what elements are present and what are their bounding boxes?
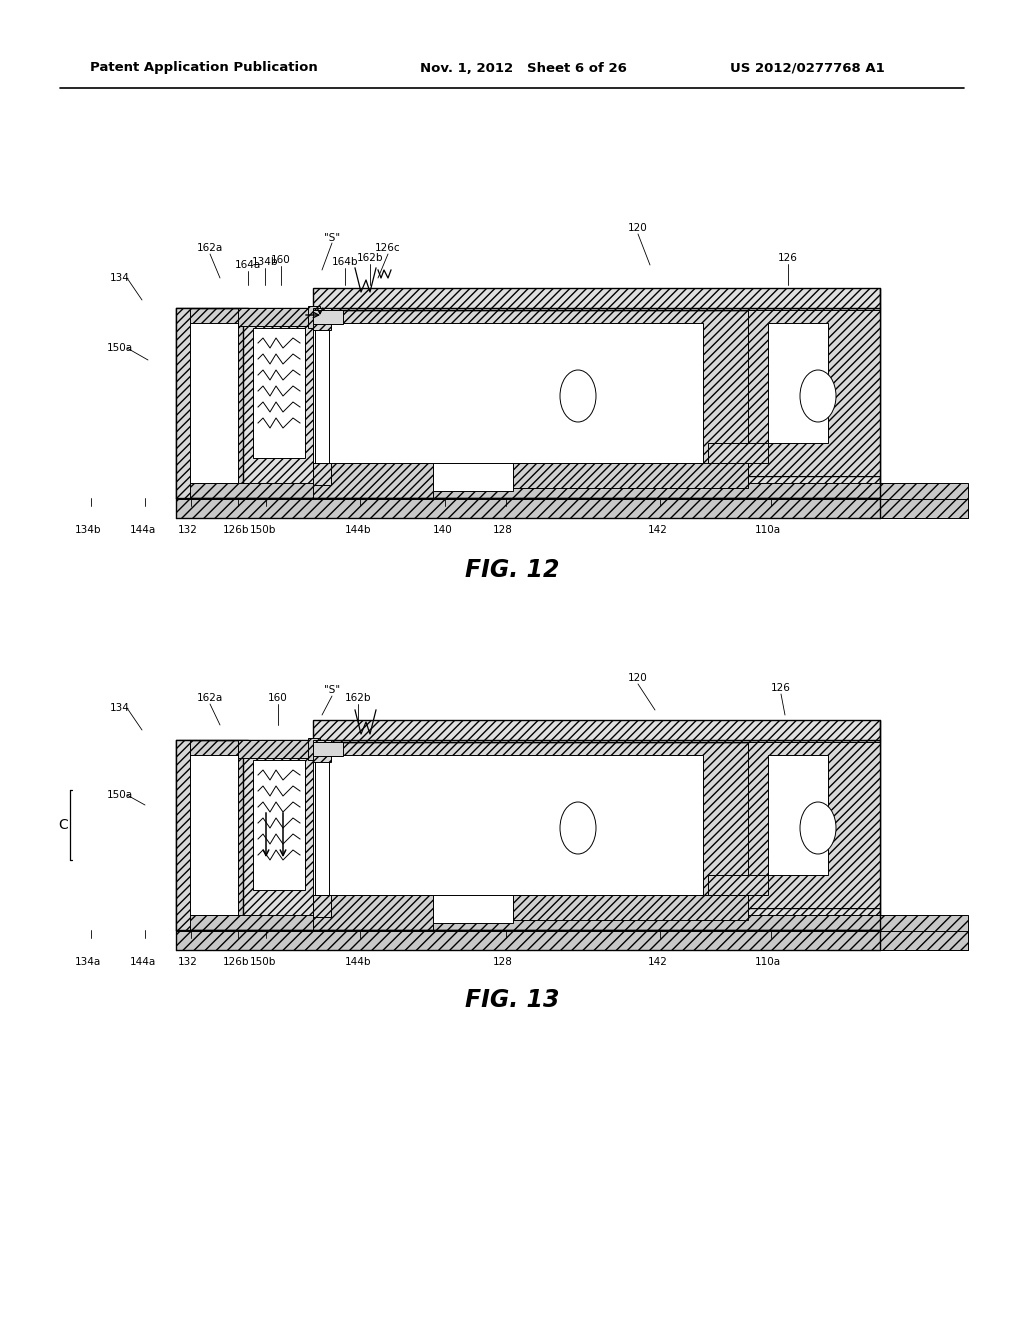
Text: 134a: 134a xyxy=(75,957,101,968)
Text: 134: 134 xyxy=(110,704,130,713)
Bar xyxy=(308,738,319,760)
Text: FIG. 12: FIG. 12 xyxy=(465,558,559,582)
Text: 164b: 164b xyxy=(332,257,358,267)
Text: FIG. 13: FIG. 13 xyxy=(465,987,559,1012)
Text: 144b: 144b xyxy=(345,525,372,535)
Text: "S": "S" xyxy=(324,685,340,696)
Bar xyxy=(708,875,768,895)
Text: 134b: 134b xyxy=(75,525,101,535)
Text: 110a: 110a xyxy=(755,957,781,968)
Text: 144a: 144a xyxy=(130,525,156,535)
Text: 150b: 150b xyxy=(250,525,276,535)
Text: 150b: 150b xyxy=(250,957,276,968)
Text: 126b: 126b xyxy=(223,957,249,968)
Bar xyxy=(313,742,343,756)
Bar xyxy=(176,741,248,931)
Text: 162b: 162b xyxy=(356,253,383,263)
Bar xyxy=(315,755,329,895)
Bar xyxy=(313,308,331,330)
Text: 162a: 162a xyxy=(197,243,223,253)
Bar xyxy=(253,760,305,890)
Bar xyxy=(176,931,968,950)
Bar xyxy=(243,744,315,925)
Bar xyxy=(313,463,331,484)
Bar xyxy=(313,477,880,498)
Text: 128: 128 xyxy=(494,957,513,968)
Text: 128: 128 xyxy=(494,525,513,535)
Text: 120: 120 xyxy=(628,673,648,682)
Bar xyxy=(313,895,433,931)
Text: 160: 160 xyxy=(271,255,291,265)
Text: 164a: 164a xyxy=(234,260,261,271)
Text: US 2012/0277768 A1: US 2012/0277768 A1 xyxy=(730,62,885,74)
Ellipse shape xyxy=(560,803,596,854)
Bar xyxy=(433,895,513,923)
Bar xyxy=(313,895,331,917)
Bar xyxy=(238,308,319,326)
Text: Nov. 1, 2012   Sheet 6 of 26: Nov. 1, 2012 Sheet 6 of 26 xyxy=(420,62,627,74)
Bar xyxy=(513,895,748,920)
Text: 126: 126 xyxy=(778,253,798,263)
Bar xyxy=(308,306,319,327)
Text: 144a: 144a xyxy=(130,957,156,968)
Bar xyxy=(768,323,828,444)
Bar xyxy=(708,444,768,463)
Bar xyxy=(315,323,329,463)
Bar xyxy=(313,323,703,463)
Text: Patent Application Publication: Patent Application Publication xyxy=(90,62,317,74)
Bar xyxy=(748,742,880,908)
Bar xyxy=(176,741,190,931)
Text: 134: 134 xyxy=(110,273,130,282)
Bar xyxy=(176,931,968,950)
Bar xyxy=(238,741,319,758)
Ellipse shape xyxy=(800,370,836,422)
Bar xyxy=(513,463,748,488)
Text: 120: 120 xyxy=(628,223,648,234)
Bar xyxy=(188,323,238,483)
Text: 134b: 134b xyxy=(252,257,279,267)
Ellipse shape xyxy=(800,803,836,854)
Bar xyxy=(176,308,248,498)
Text: C: C xyxy=(58,818,68,832)
Text: 132: 132 xyxy=(178,957,198,968)
Bar xyxy=(253,327,305,458)
Bar xyxy=(313,719,880,742)
Bar xyxy=(176,915,968,931)
Bar xyxy=(313,741,331,762)
Text: 162b: 162b xyxy=(345,693,372,704)
Text: 150a: 150a xyxy=(106,789,133,800)
Bar xyxy=(176,308,190,498)
Bar xyxy=(176,498,968,517)
Bar xyxy=(313,310,343,323)
Bar xyxy=(243,313,315,492)
Bar xyxy=(313,742,880,908)
Text: "S": "S" xyxy=(324,234,340,243)
Text: 150a: 150a xyxy=(106,343,133,352)
Bar xyxy=(313,755,703,895)
Bar xyxy=(748,310,880,477)
Text: 142: 142 xyxy=(648,957,668,968)
Bar xyxy=(176,498,968,517)
Text: 144b: 144b xyxy=(345,957,372,968)
Bar xyxy=(313,908,880,931)
Text: 132: 132 xyxy=(178,525,198,535)
Text: 126c: 126c xyxy=(375,243,400,253)
Bar xyxy=(768,755,828,875)
Text: 126: 126 xyxy=(771,682,791,693)
Text: 162a: 162a xyxy=(197,693,223,704)
Ellipse shape xyxy=(560,370,596,422)
Bar xyxy=(188,755,238,915)
Bar xyxy=(313,310,880,477)
Bar xyxy=(176,483,968,499)
Bar xyxy=(313,288,880,310)
Text: 160: 160 xyxy=(268,693,288,704)
Text: 110a: 110a xyxy=(755,525,781,535)
Bar xyxy=(313,463,433,498)
Text: 140: 140 xyxy=(433,525,453,535)
Bar xyxy=(433,463,513,491)
Text: 126b: 126b xyxy=(223,525,249,535)
Text: 142: 142 xyxy=(648,525,668,535)
